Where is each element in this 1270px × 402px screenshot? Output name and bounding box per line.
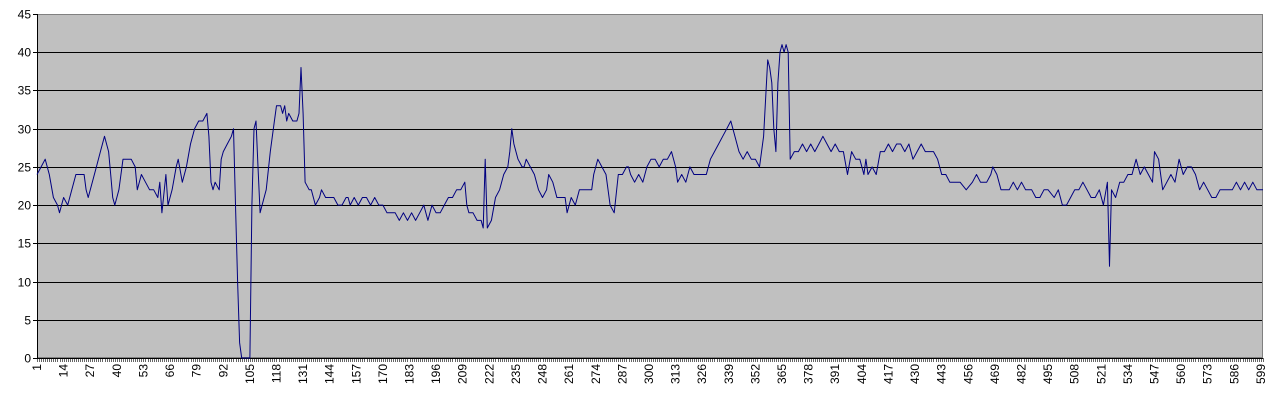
x-tick-label: 417 [881, 364, 895, 384]
x-tick-label: 170 [376, 364, 390, 384]
x-tick-label: 482 [1014, 364, 1028, 384]
y-tick-label: 30 [18, 123, 32, 137]
x-tick-label: 1 [30, 364, 44, 371]
x-tick-label: 508 [1068, 364, 1082, 384]
y-tick-label: 45 [18, 8, 32, 22]
x-axis: 1 14 27 40 53 66 79 92 105 118 131 144 157 170 183 196 2… [30, 358, 1268, 384]
x-tick-label: 599 [1254, 364, 1268, 384]
x-tick-marks [37, 358, 1264, 362]
x-tick-label: 261 [562, 364, 576, 384]
x-tick-label: 27 [83, 364, 97, 378]
x-tick-label: 495 [1041, 364, 1055, 384]
x-tick-label: 53 [136, 364, 150, 378]
x-tick-label: 144 [323, 364, 337, 384]
x-tick-label: 352 [748, 364, 762, 384]
x-tick-label: 521 [1094, 364, 1108, 384]
series-line [36, 44, 1263, 359]
x-tick-label: 248 [536, 364, 550, 384]
x-tick-label: 105 [243, 364, 257, 384]
y-tick-label: 0 [24, 352, 31, 366]
x-tick-label: 66 [163, 364, 177, 378]
x-tick-label: 274 [589, 364, 603, 384]
x-tick-label: 391 [828, 364, 842, 384]
x-tick-label: 586 [1227, 364, 1241, 384]
x-tick-label: 573 [1201, 364, 1215, 384]
x-tick-label: 456 [961, 364, 975, 384]
x-tick-label: 196 [429, 364, 443, 384]
x-tick-label: 560 [1174, 364, 1188, 384]
x-tick-label: 118 [269, 364, 283, 383]
plot-area [37, 14, 1263, 358]
x-tick-label: 209 [456, 364, 470, 384]
y-tick-label: 20 [18, 199, 32, 213]
x-tick-label: 365 [775, 364, 789, 384]
x-tick-label: 326 [695, 364, 709, 384]
x-tick-label: 313 [669, 364, 683, 384]
y-tick-label: 10 [18, 276, 32, 290]
y-tick-label: 5 [24, 314, 31, 328]
x-tick-label: 40 [110, 364, 124, 378]
x-tick-label: 430 [908, 364, 922, 384]
x-tick-label: 131 [296, 364, 310, 384]
y-axis: 0 5 10 15 20 25 30 35 40 45 [18, 8, 38, 366]
x-tick-label: 547 [1148, 364, 1162, 384]
x-tick-label: 443 [935, 364, 949, 384]
x-tick-label: 300 [642, 364, 656, 384]
x-tick-label: 404 [855, 364, 869, 384]
x-tick-label: 534 [1121, 364, 1135, 384]
x-tick-label: 469 [988, 364, 1002, 384]
x-tick-label: 183 [403, 364, 417, 384]
y-tick-label: 35 [18, 84, 32, 98]
x-tick-label: 339 [722, 364, 736, 384]
x-tick-label: 235 [509, 364, 523, 384]
y-tick-label: 40 [18, 46, 32, 60]
x-tick-label: 79 [190, 364, 204, 378]
x-tick-label: 14 [57, 364, 71, 378]
y-tick-label: 25 [18, 161, 32, 175]
x-tick-label: 92 [216, 364, 230, 378]
x-tick-label: 157 [349, 364, 363, 384]
x-tick-label: 222 [482, 364, 496, 384]
y-tick-label: 15 [18, 237, 32, 251]
gridlines [37, 14, 1263, 358]
x-tick-label: 378 [802, 364, 816, 384]
x-tick-label: 287 [615, 364, 629, 384]
